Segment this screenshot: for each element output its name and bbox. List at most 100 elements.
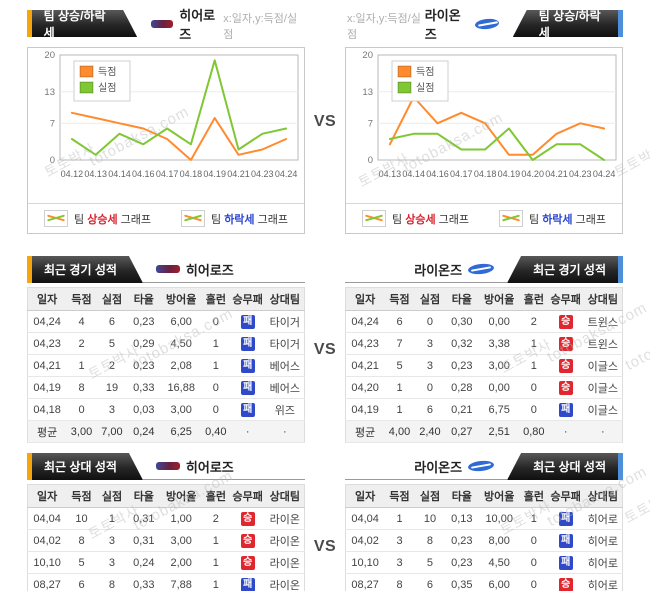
tab-accent-blue	[618, 453, 623, 480]
stat-cell: 04,24	[345, 310, 385, 333]
h2h-table-lions: 일자 득점 실점 타율 방어율 홀런 승무패 상대팀 04,04 1 10 0,13 10,00 1 패 히어…	[345, 484, 623, 591]
stat-cell: 10	[414, 507, 446, 530]
table-row: 04,04 1 10 0,13 10,00 1 패 히어로	[345, 507, 623, 530]
table-row: 04,23 7 3 0,32 3,38 1 승 트윈스	[345, 332, 623, 355]
stat-cell: 04,20	[345, 376, 385, 399]
stat-cell: 3	[96, 551, 128, 574]
result-cell: 승	[547, 573, 584, 591]
result-cell: 패	[547, 529, 584, 552]
win-badge: 승	[558, 314, 573, 329]
tab-accent-blue	[618, 256, 623, 283]
legend-label: 득점	[416, 66, 434, 78]
stat-cell: 1	[384, 398, 415, 421]
stat-cell: 5	[414, 551, 446, 574]
rise-graph-note: 팀 상승세 그래프	[44, 210, 151, 227]
column-header: 득점	[66, 287, 97, 311]
stat-cell: 04,19	[345, 398, 385, 421]
recent-table-lions: 일자 득점 실점 타율 방어율 홀런 승무패 상대팀 04,24 6 0 0,30 0,00 2 승 트윈스 0…	[345, 287, 623, 443]
stat-cell: 0,13	[445, 507, 479, 530]
stat-cell: 트윈스	[583, 332, 623, 355]
stat-cell: 1	[384, 376, 415, 399]
recent-title: 최근 경기 성적	[44, 263, 117, 277]
column-header: 방어율	[160, 287, 202, 311]
trend-chart-lions: 0 7 13 20 04.13 04.14 04.16 04.17 04.18 04.19 04.2…	[346, 48, 622, 203]
stat-cell: 2,00	[160, 551, 202, 574]
vs-label: VS	[313, 113, 337, 130]
stat-cell: 0	[201, 398, 230, 421]
stat-cell: 이글스	[583, 354, 623, 377]
stat-cell: 0,23	[445, 529, 479, 552]
table-row: 04,02 8 3 0,31 3,00 1 승 라이온	[27, 529, 305, 552]
stat-cell: 1	[201, 551, 230, 574]
average-cell: 7,00	[96, 420, 128, 443]
stat-cell: 3	[414, 332, 446, 355]
y-tick-label: 13	[44, 87, 55, 98]
stat-cell: 3,00	[160, 529, 202, 552]
tab-accent-orange	[27, 453, 32, 480]
stat-cell: 04,23	[27, 332, 67, 355]
stat-cell: 히어로	[583, 507, 623, 530]
table-header-row: 일자 득점 실점 타율 방어율 홀런 승무패 상대팀	[27, 484, 305, 508]
fall-graph-icon	[499, 210, 523, 227]
column-header: 홀런	[201, 287, 230, 311]
stat-cell: 04,02	[345, 529, 385, 552]
stat-cell: 19	[96, 376, 128, 399]
stat-cell: 0	[66, 398, 97, 421]
y-tick-label: 7	[368, 118, 373, 129]
stat-cell: 2	[519, 310, 548, 333]
stat-cell: 이글스	[583, 376, 623, 399]
recent-section: 최근 경기 성적 히어로즈 일자 득점 실점 타율 방어율 홀런 승무패 상대팀 04,24 4 6…	[27, 256, 623, 443]
column-header: 홀런	[201, 484, 230, 508]
legend-swatch	[397, 65, 412, 78]
h2h-tab-heroes: 최근 상대 성적	[32, 453, 143, 480]
table-row: 04,24 6 0 0,30 0,00 2 승 트윈스	[345, 310, 623, 333]
loss-badge: 패	[240, 577, 255, 591]
vs-label: VS	[313, 340, 337, 358]
stat-cell: 8	[66, 529, 97, 552]
h2h-panel-lions: 라이온즈 최근 상대 성적 일자 득점 실점 타율 방어율 홀런 승무패 상대팀 04,04 1 1…	[345, 453, 623, 591]
table-row: 08,27 8 6 0,35 6,00 0 승 히어로	[345, 573, 623, 591]
team-label-heroes: 히어로즈	[155, 260, 234, 279]
stat-cell: 4,50	[478, 551, 520, 574]
average-cell: 0,27	[445, 420, 479, 443]
y-tick-label: 13	[362, 87, 373, 98]
stat-cell: 04,23	[345, 332, 385, 355]
y-tick-label: 7	[50, 118, 55, 129]
stat-cell: 0,00	[478, 376, 520, 399]
team-name: 라이온즈	[414, 262, 463, 278]
stat-cell: 0,33	[127, 573, 161, 591]
stat-cell: 베어스	[265, 354, 305, 377]
recent-header-heroes: 최근 경기 성적 히어로즈	[27, 256, 305, 283]
stat-cell: 04,19	[27, 376, 67, 399]
team-name: 히어로즈	[185, 262, 234, 278]
stat-cell: 0	[414, 310, 446, 333]
loss-badge: 패	[558, 511, 573, 526]
result-cell: 승	[229, 529, 266, 552]
stat-cell: 0,31	[127, 507, 161, 530]
y-tick-label: 0	[50, 155, 55, 166]
stat-cell: 라이온	[265, 551, 305, 574]
loss-badge: 패	[558, 402, 573, 417]
column-header: 상대팀	[265, 287, 305, 311]
table-row: 04,04 10 1 0,31 1,00 2 승 라이온	[27, 507, 305, 530]
result-cell: 승	[229, 507, 266, 530]
legend-label: 실점	[98, 82, 116, 94]
x-tick-label: 04.18	[180, 169, 203, 179]
trend-panel-lions: x:일자,y:득점/실점 라이온즈 팀 상승/하락세 0 7 13 20 04.13 04…	[345, 8, 623, 234]
trend-chart-box-lions: 0 7 13 20 04.13 04.14 04.16 04.17 04.18 04.19 04.2…	[345, 47, 623, 234]
fall-graph-note: 팀 하락세 그래프	[499, 210, 606, 227]
column-header: 득점	[66, 484, 97, 508]
average-cell: 0,24	[127, 420, 161, 443]
stat-cell: 0	[519, 551, 548, 574]
stat-cell: 라이온	[265, 529, 305, 552]
stat-cell: 8	[96, 573, 128, 591]
stat-cell: 10,10	[345, 551, 385, 574]
stat-cell: 0,23	[445, 551, 479, 574]
table-row: 04,21 1 2 0,23 2,08 1 패 베어스	[27, 354, 305, 377]
loss-badge: 패	[558, 533, 573, 548]
stat-cell: 8	[384, 573, 415, 591]
stat-cell: 베어스	[265, 376, 305, 399]
stat-cell: 6	[66, 573, 97, 591]
stat-cell: 6	[96, 310, 128, 333]
column-header: 승무패	[547, 484, 584, 508]
